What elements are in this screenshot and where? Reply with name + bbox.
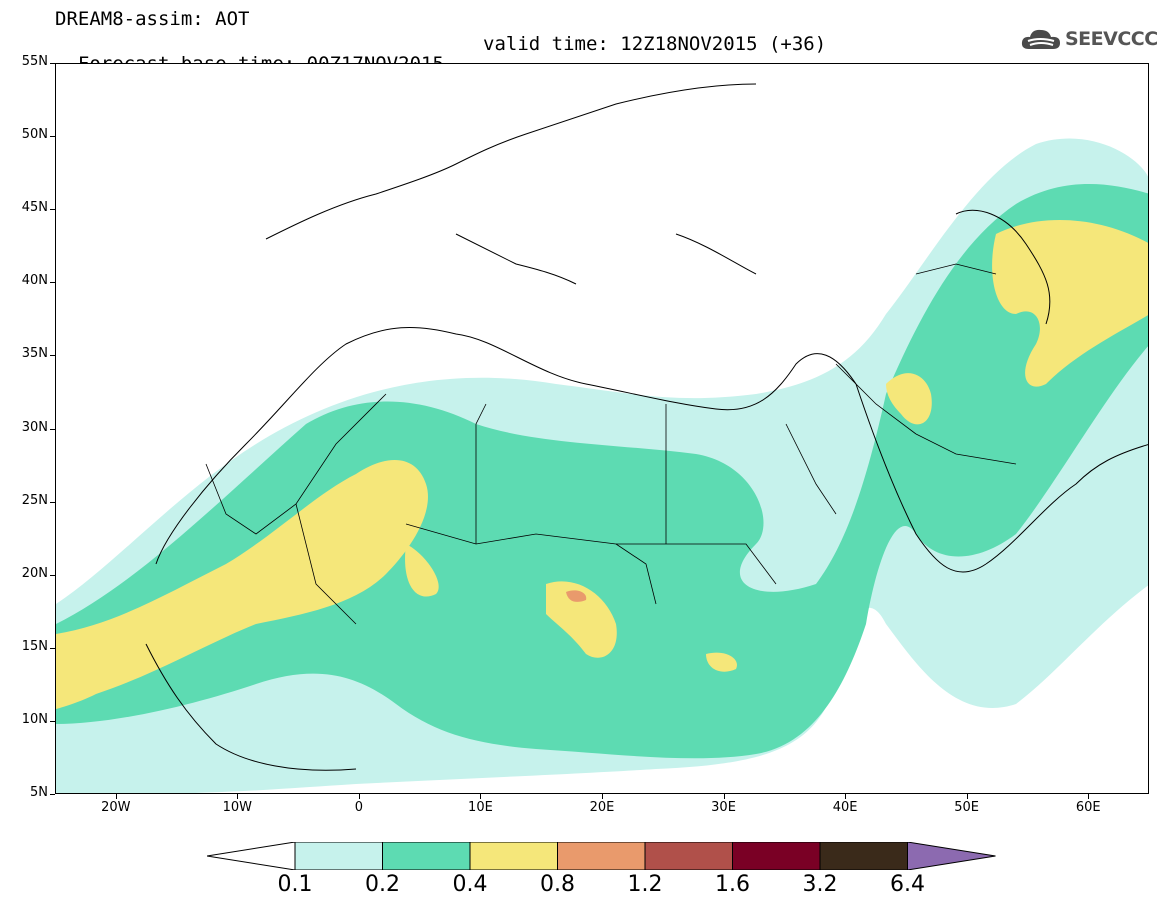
lon-label: 50E [954,800,980,815]
lat-label: 10N [21,711,48,727]
lat-tick [50,355,55,357]
lat-tick [50,282,55,284]
colorbar-label: 0.4 [452,872,488,897]
lat-label: 20N [21,565,48,581]
map-title: DREAM8-assim: AOT [55,8,250,30]
colorbar-label: 6.4 [890,872,925,897]
colorbar-label: 0.1 [277,872,313,897]
lon-tick [845,794,847,799]
lon-tick [358,794,360,799]
logo-text: SEEVCCC [1065,28,1158,50]
colorbar-label: 0.8 [540,872,575,897]
aot-map [55,63,1149,794]
country-borders [205,263,1017,625]
colorbar-label: 1.6 [715,872,750,897]
lon-label: 10W [222,800,253,815]
aot-colorbar [207,842,996,870]
colorbar-box [469,842,558,870]
lat-label: 35N [21,346,48,362]
seevccc-logo: SEEVCCC [1020,26,1158,52]
colorbar-box [382,842,471,870]
map-canvas [56,83,1148,793]
lat-tick [50,428,55,430]
lon-tick [723,794,725,799]
lon-tick [966,794,968,799]
lat-label: 40N [21,273,48,289]
colorbar-box [294,842,383,870]
valid-time: valid time: 12Z18NOV2015 (+36) [483,33,827,55]
lat-tick [50,647,55,649]
lat-tick [50,501,55,503]
lat-label: 5N [30,785,48,800]
lat-label: 15N [21,638,48,654]
lat-label: 30N [21,419,48,435]
lon-tick [115,794,117,799]
colorbar-over-arrow [907,842,996,870]
lon-label: 20W [101,800,131,815]
lon-label: 20E [589,800,615,815]
lat-tick [50,209,55,211]
lon-tick [237,794,239,799]
lon-label: 40E [832,800,858,815]
aot-field-02 [56,184,1148,759]
lon-label: 30E [711,800,736,815]
lat-tick [50,574,55,576]
lon-tick [480,794,482,799]
coastlines [145,83,1148,771]
cloud-icon [1021,29,1060,49]
lat-label: 25N [21,492,48,508]
colorbar-label: 3.2 [802,872,838,897]
colorbar-box [732,842,821,870]
lon-tick [1088,794,1090,799]
colorbar-box [644,842,733,870]
colorbar-box [557,842,646,870]
colorbar-label: 0.2 [365,872,400,897]
colorbar-under-arrow [207,842,296,870]
lon-label: 60E [1075,800,1101,815]
lat-tick [50,63,55,64]
lon-label: 10E [468,800,493,815]
lat-label: 55N [21,54,48,69]
colorbar-label: 1.2 [627,872,663,897]
aot-field-04 [56,220,1148,709]
lon-tick [602,794,603,799]
lat-tick [50,720,55,722]
aot-field-08 [566,590,587,602]
colorbar-box [819,842,908,870]
lat-tick [50,136,55,138]
lat-tick [50,794,55,795]
lon-label: 0 [354,800,364,815]
lat-label: 50N [21,127,48,143]
lat-label: 45N [21,200,48,216]
